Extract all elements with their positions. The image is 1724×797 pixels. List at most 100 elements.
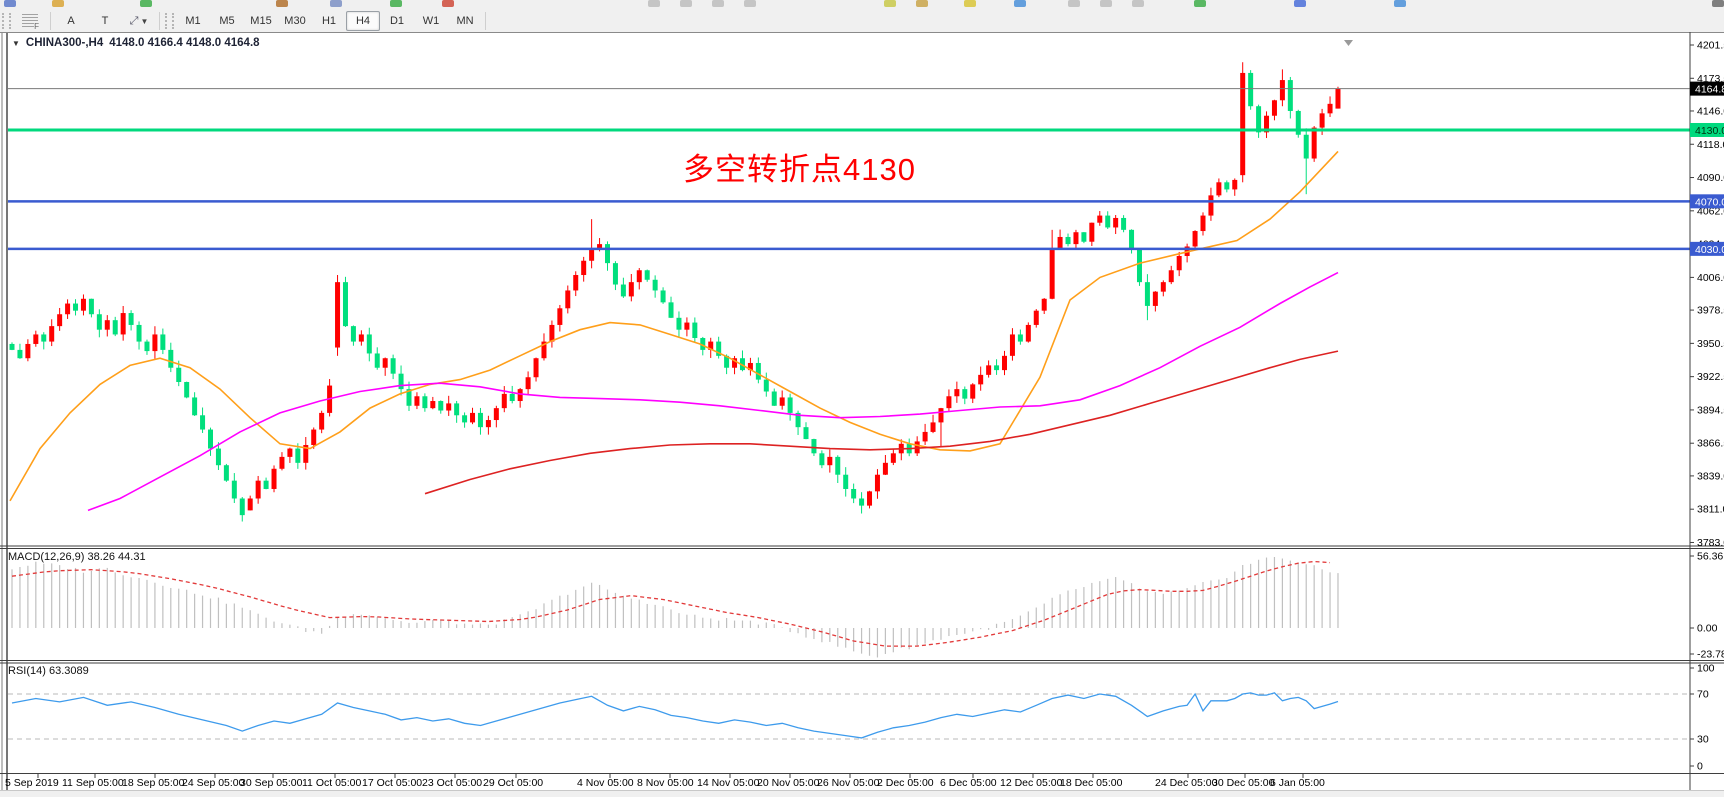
macd-pane	[11, 557, 1339, 658]
ohlc-values: 4148.0 4166.4 4148.0 4164.8	[109, 37, 260, 49]
candle-bull	[1200, 212, 1206, 236]
toolbar-icon-truncated[interactable]	[1294, 0, 1306, 7]
toolbar-separator	[159, 12, 160, 30]
candle-bull	[311, 427, 317, 449]
macd-signal-line	[11, 560, 1331, 647]
candle-bull	[120, 305, 126, 341]
candle-bull	[1089, 222, 1095, 246]
text-tool-button[interactable]: A	[67, 15, 75, 27]
toolbar-icon-truncated[interactable]	[1394, 0, 1406, 7]
timeframe-button-w1[interactable]: W1	[422, 15, 440, 27]
toolbar-icon-truncated[interactable]	[964, 0, 976, 7]
candle-bear	[787, 393, 793, 421]
toolbar-separator	[485, 12, 486, 30]
timeframe-button-h4[interactable]: H4	[346, 11, 380, 31]
candle-bear	[660, 287, 666, 304]
candle-bear	[668, 296, 674, 319]
shapes-tool-button[interactable]: ⤢ ▼	[122, 11, 156, 31]
toolbar-icon-truncated[interactable]	[4, 0, 16, 7]
toolbar-icon-truncated[interactable]	[1068, 0, 1080, 7]
toolbar-icon-truncated[interactable]	[1014, 0, 1026, 7]
time-tick-label: 26 Nov 05:00	[817, 777, 880, 789]
toolbar-icon-truncated[interactable]	[276, 0, 288, 7]
timeframe-button-h1[interactable]: H1	[321, 15, 337, 27]
candle-bear	[1105, 211, 1111, 229]
timeframe-button-m30[interactable]: M30	[284, 15, 306, 27]
toolbar-grip[interactable]	[165, 13, 174, 29]
candle-bear	[962, 386, 968, 405]
time-tick-label: 18 Sep 05:00	[122, 777, 185, 789]
candle-bull	[930, 414, 936, 434]
time-tick-label: 5 Sep 2019	[5, 777, 59, 789]
toolbar-icon-truncated[interactable]	[442, 0, 454, 7]
chevron-down-icon: ▼	[140, 16, 149, 26]
candle-bull	[1073, 229, 1079, 250]
candle-bull	[517, 387, 523, 408]
toolbar-icon-truncated[interactable]	[330, 0, 342, 7]
rsi-tick-label: 0	[1697, 761, 1703, 773]
price-axis[interactable]: 4201.54173.54146.04118.04090.04062.04034…	[1689, 32, 1724, 790]
toolbar-icon-truncated[interactable]	[648, 0, 660, 7]
price-tick-label: 3866.5	[1697, 438, 1724, 450]
candle-bull	[287, 447, 293, 463]
toolbar-icon-truncated[interactable]	[916, 0, 928, 7]
label-tool-button[interactable]: T	[101, 15, 109, 27]
timeframe-button-d1[interactable]: D1	[389, 15, 405, 27]
candle-bull	[1327, 96, 1333, 117]
candle-bull	[1033, 309, 1039, 328]
toolbar-icon-truncated[interactable]	[744, 0, 756, 7]
candle-bear	[168, 342, 174, 373]
timeframe-button-mn[interactable]: MN	[456, 15, 474, 27]
time-tick-label: 18 Dec 05:00	[1060, 777, 1123, 789]
candle-bull	[382, 357, 388, 376]
candle-bear	[755, 357, 761, 384]
toolbar-row-truncated	[0, 0, 1724, 10]
fibonacci-tool-button[interactable]: F	[13, 11, 47, 31]
macd-tick-label: -23.78	[1697, 649, 1724, 661]
price-tick-label: 4006.0	[1697, 272, 1724, 284]
candle-bear	[692, 317, 698, 343]
candle-bear	[605, 241, 610, 271]
candle-bear	[223, 463, 229, 482]
candle-bear	[374, 347, 380, 370]
candle-bear	[835, 455, 841, 484]
chart-shift-marker-icon[interactable]	[1344, 40, 1353, 46]
toolbar-icon-truncated[interactable]	[52, 0, 64, 7]
candle-bear	[724, 354, 730, 375]
timeframe-button-m5[interactable]: M5	[219, 15, 235, 27]
price-tick-label: 3783.0	[1697, 537, 1724, 549]
toolbar-grip[interactable]	[2, 13, 11, 29]
candle-bull	[779, 390, 785, 410]
candle-bull	[80, 294, 86, 316]
candle-bull	[152, 326, 158, 359]
timeframe-button-m1[interactable]: M1	[185, 15, 201, 27]
candle-bear	[41, 332, 47, 350]
chart-canvas[interactable]: 4201.54173.54146.04118.04090.04062.04034…	[0, 32, 1724, 790]
timeframe-button-m15[interactable]: M15	[250, 15, 272, 27]
candle-bull	[1271, 99, 1277, 121]
ma-slow-red-line	[424, 350, 1339, 495]
toolbar-icon-truncated[interactable]	[390, 0, 402, 7]
candle-bull	[890, 448, 896, 466]
time-tick-label: 24 Sep 05:00	[182, 777, 245, 789]
candle-bear	[1081, 232, 1087, 244]
toolbar-icon-truncated[interactable]	[884, 0, 896, 7]
toolbar-icon-truncated[interactable]	[1194, 0, 1206, 7]
toolbar-icon-truncated[interactable]	[712, 0, 724, 7]
time-tick-label: 6 Jan 05:00	[1270, 777, 1325, 789]
toolbar-icon-truncated[interactable]	[1100, 0, 1112, 7]
candle-bear	[144, 339, 150, 355]
candle-bear	[239, 497, 245, 522]
candle-bull	[255, 475, 261, 504]
toolbar-icon-truncated[interactable]	[1132, 0, 1144, 7]
toolbar-icon-truncated[interactable]	[140, 0, 152, 7]
candle-bear	[771, 388, 777, 406]
candle-bear	[1287, 76, 1293, 119]
toolbar-icon-truncated[interactable]	[1712, 0, 1724, 7]
chart-window[interactable]: 4201.54173.54146.04118.04090.04062.04034…	[0, 32, 1724, 790]
toolbar-icon-truncated[interactable]	[680, 0, 692, 7]
svg-text:4070.0: 4070.0	[1695, 196, 1724, 208]
candle-bull	[533, 357, 539, 382]
candle-bull	[1335, 86, 1341, 109]
